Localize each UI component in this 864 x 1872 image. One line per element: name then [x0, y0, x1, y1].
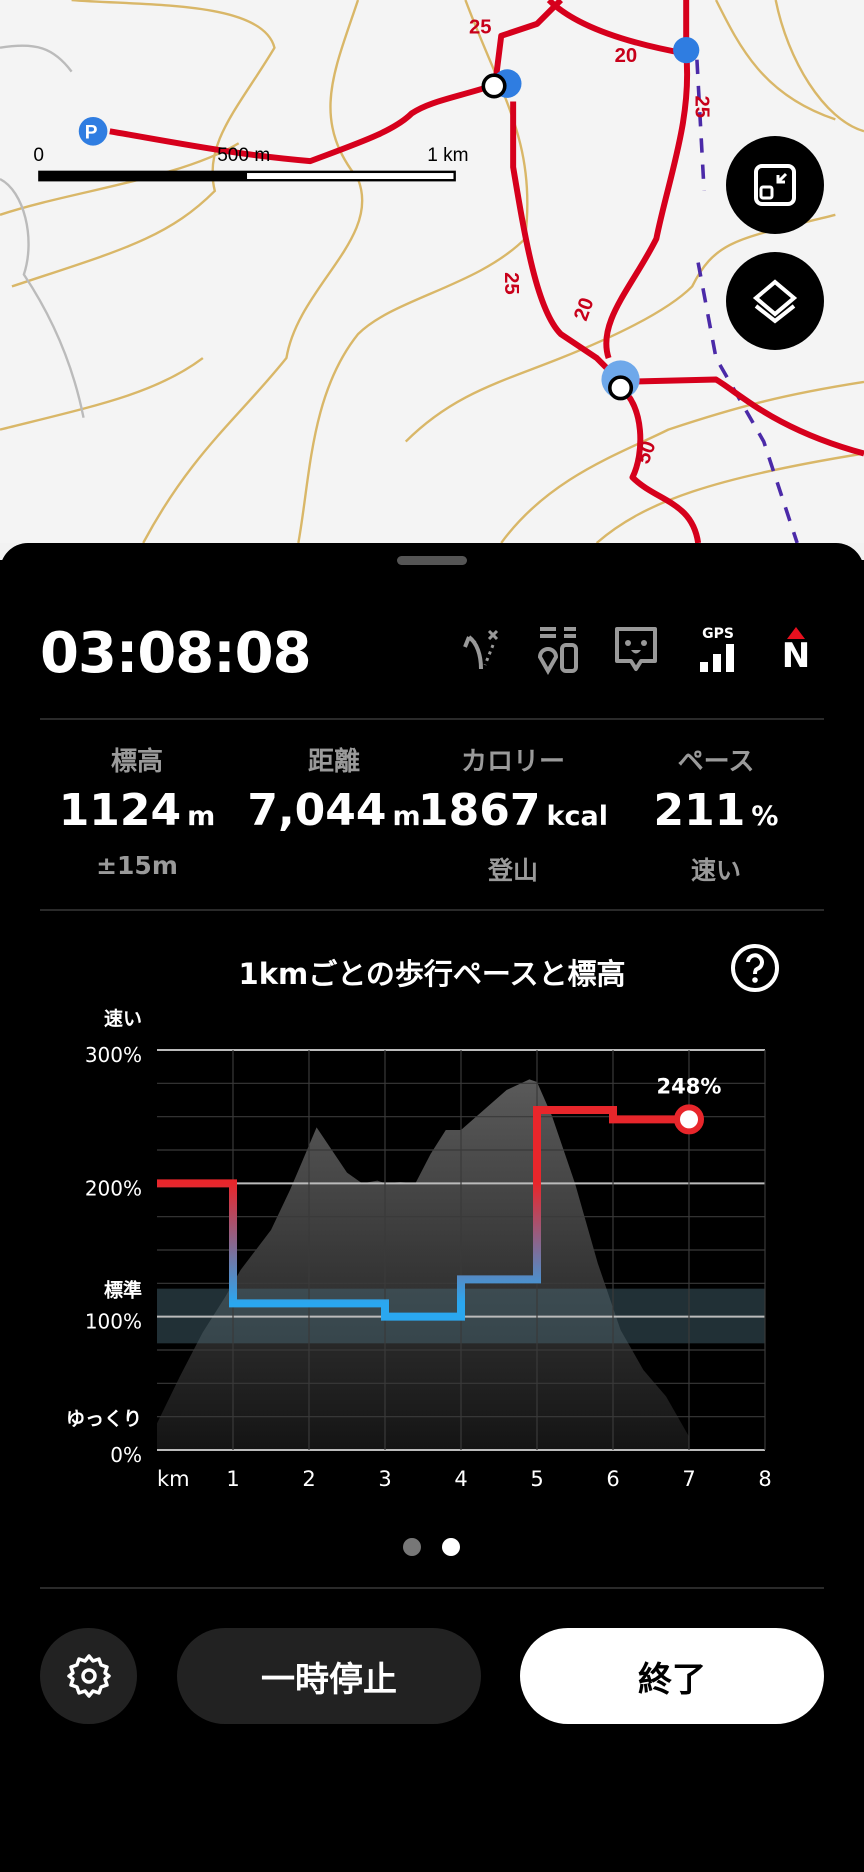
fit-route-icon: [754, 164, 796, 206]
gps-status: GPS: [690, 621, 746, 677]
current-pace-label: 248%: [657, 1074, 722, 1098]
end-button[interactable]: 終了: [520, 1628, 824, 1724]
face-chat-icon: [615, 627, 657, 671]
y-annotation-slow: ゆっくり: [66, 1408, 142, 1430]
waypoint-list-button[interactable]: [530, 621, 586, 677]
x-tick-label: 6: [606, 1467, 619, 1491]
svg-text:P: P: [85, 122, 98, 143]
signpost-icon: [673, 37, 700, 64]
divider: [40, 1587, 824, 1589]
activity-bottom-sheet: 03:08:08 GPS N 標高 1124 m ±15m 距離 7,044 m カ…: [0, 543, 864, 1872]
y-tick-label: 200%: [85, 1176, 142, 1200]
x-tick-label: 1: [226, 1467, 239, 1491]
y-annotation-fast: 速い: [104, 1007, 142, 1030]
svg-text:25: 25: [500, 272, 522, 295]
fit-route-button[interactable]: [726, 136, 824, 234]
trail-time-labels: 25 20 25 25 20 50: [469, 16, 713, 466]
x-tick-label: 4: [454, 1467, 467, 1491]
sheet-drag-handle[interactable]: [397, 556, 467, 565]
waypoint-marker: [608, 375, 634, 401]
y-tick-label: 300%: [85, 1043, 142, 1067]
north-compass-icon: [787, 627, 805, 639]
layers-icon: [752, 279, 798, 324]
pager-dot-2[interactable]: [442, 1538, 460, 1556]
x-tick-label: 3: [378, 1467, 391, 1491]
route-off-icon: [463, 629, 499, 670]
x-tick-label: 2: [302, 1467, 315, 1491]
help-button[interactable]: [730, 943, 780, 993]
pause-button[interactable]: 一時停止: [177, 1628, 481, 1724]
divider: [40, 718, 824, 720]
y-annotation-standard: 標準: [104, 1279, 142, 1302]
pager-dot-1[interactable]: [403, 1538, 421, 1556]
y-tick-label: 0%: [110, 1443, 142, 1467]
x-axis-label: km: [157, 1467, 190, 1491]
waypoint-list-icon: [537, 627, 578, 675]
elapsed-timer: 03:08:08: [40, 621, 312, 686]
current-pace-marker: [674, 1104, 704, 1135]
scale-bar: 0 500 m 1 km: [33, 145, 469, 182]
x-tick-label: 8: [758, 1467, 771, 1491]
settings-button[interactable]: [40, 1628, 137, 1724]
waypoint-marker: [481, 73, 507, 99]
pace-step-line: [157, 1106, 689, 1321]
help-icon: [731, 944, 779, 992]
north-compass-button[interactable]: N: [768, 621, 824, 677]
trail-map[interactable]: 25 20 25 25 20 50 P 0 500 m 1 km: [0, 0, 864, 560]
chart-title: 1kmごとの歩行ペースと標高: [238, 957, 626, 991]
svg-text:20: 20: [615, 45, 638, 67]
x-tick-label: 5: [530, 1467, 543, 1491]
trail-lines: [109, 0, 864, 544]
svg-text:0: 0: [33, 145, 44, 166]
divider: [40, 909, 824, 911]
svg-text:500 m: 500 m: [217, 145, 270, 166]
svg-text:25: 25: [469, 16, 492, 38]
gear-icon: [66, 1654, 111, 1698]
y-tick-label: 100%: [85, 1310, 142, 1334]
elevation-area: [157, 1079, 689, 1450]
boundary-line: [695, 59, 799, 544]
route-off-button[interactable]: [455, 621, 511, 677]
map-canvas: 25 20 25 25 20 50 P 0 500 m 1 km: [0, 0, 864, 544]
chat-button[interactable]: [608, 621, 664, 677]
svg-text:1 km: 1 km: [427, 145, 468, 166]
svg-text:25: 25: [691, 95, 713, 118]
gps-signal-icon: [700, 644, 734, 672]
layers-button[interactable]: [726, 252, 824, 350]
x-tick-label: 7: [682, 1467, 695, 1491]
parking-icon: [78, 116, 108, 146]
